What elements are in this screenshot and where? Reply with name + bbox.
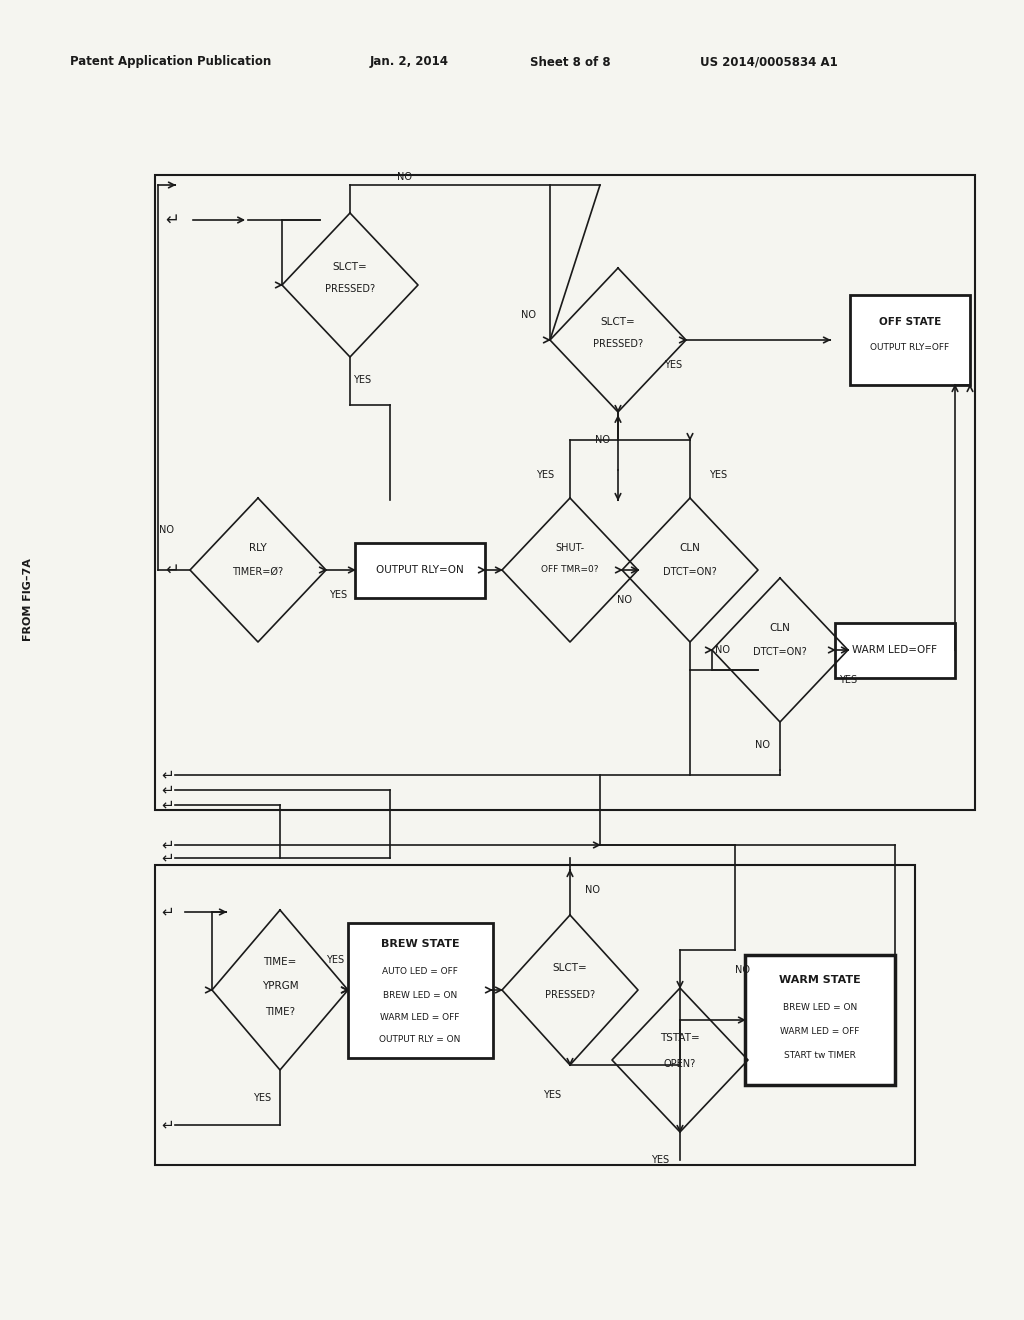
- Bar: [347, 923, 493, 1057]
- Text: TIME=: TIME=: [263, 957, 297, 968]
- Text: US 2014/0005834 A1: US 2014/0005834 A1: [700, 55, 838, 69]
- Text: OUTPUT RLY=ON: OUTPUT RLY=ON: [376, 565, 464, 576]
- Text: ↵: ↵: [165, 211, 179, 228]
- Polygon shape: [502, 498, 638, 642]
- Text: OPEN?: OPEN?: [664, 1059, 696, 1069]
- Text: SLCT=: SLCT=: [333, 261, 368, 272]
- Text: ↵: ↵: [162, 767, 174, 783]
- Text: ↵: ↵: [165, 561, 179, 579]
- Text: YES: YES: [664, 360, 682, 370]
- Text: CLN: CLN: [770, 623, 791, 634]
- Text: NO: NO: [734, 965, 750, 975]
- Polygon shape: [712, 578, 848, 722]
- Text: YES: YES: [651, 1155, 669, 1166]
- Text: YES: YES: [709, 470, 727, 480]
- Text: YES: YES: [253, 1093, 271, 1104]
- Text: CLN: CLN: [680, 543, 700, 553]
- Bar: [355, 543, 485, 598]
- Text: SLCT=: SLCT=: [553, 964, 588, 973]
- Text: PRESSED?: PRESSED?: [545, 990, 595, 1001]
- Text: BREW LED = ON: BREW LED = ON: [783, 1003, 857, 1012]
- Text: ↵: ↵: [162, 1118, 174, 1133]
- Text: ↵: ↵: [162, 904, 174, 920]
- Text: YES: YES: [326, 954, 344, 965]
- Text: FROM FIG–7A: FROM FIG–7A: [23, 558, 33, 642]
- Text: OUTPUT RLY=OFF: OUTPUT RLY=OFF: [870, 343, 949, 352]
- Text: YES: YES: [839, 675, 857, 685]
- Text: SHUT-: SHUT-: [555, 543, 585, 553]
- Text: NO: NO: [397, 172, 413, 182]
- Polygon shape: [612, 987, 748, 1133]
- Text: OUTPUT RLY = ON: OUTPUT RLY = ON: [379, 1035, 461, 1044]
- Text: FIG: FIG: [810, 246, 883, 284]
- Polygon shape: [502, 915, 638, 1065]
- Text: TIMER=Ø?: TIMER=Ø?: [232, 568, 284, 577]
- Text: PRESSED?: PRESSED?: [593, 339, 643, 348]
- Text: NO: NO: [617, 595, 633, 605]
- Text: WARM LED = OFF: WARM LED = OFF: [780, 1027, 860, 1036]
- Polygon shape: [550, 268, 686, 412]
- Polygon shape: [622, 498, 758, 642]
- Text: Jan. 2, 2014: Jan. 2, 2014: [370, 55, 449, 69]
- Text: ↵: ↵: [162, 797, 174, 813]
- Text: NO: NO: [585, 884, 599, 895]
- Text: DTCT=ON?: DTCT=ON?: [753, 647, 807, 657]
- Text: NO: NO: [596, 436, 610, 445]
- Bar: [155, 865, 915, 1166]
- Text: WARM LED = OFF: WARM LED = OFF: [380, 1012, 460, 1022]
- Text: NO: NO: [159, 525, 173, 535]
- Text: START tw TIMER: START tw TIMER: [784, 1052, 856, 1060]
- Text: DTCT=ON?: DTCT=ON?: [664, 568, 717, 577]
- Bar: [835, 623, 955, 677]
- Text: YES: YES: [329, 590, 347, 601]
- Text: NO: NO: [715, 645, 729, 655]
- Text: ↵: ↵: [162, 837, 174, 853]
- Bar: [850, 294, 970, 385]
- Text: NO: NO: [520, 310, 536, 319]
- Text: YES: YES: [536, 470, 554, 480]
- Text: SLCT=: SLCT=: [601, 317, 635, 327]
- Text: AUTO LED = OFF: AUTO LED = OFF: [382, 968, 458, 977]
- Polygon shape: [282, 213, 418, 356]
- Text: TIME?: TIME?: [265, 1007, 295, 1016]
- Bar: [155, 176, 975, 810]
- Text: ↵: ↵: [162, 850, 174, 866]
- Text: BREW STATE: BREW STATE: [381, 939, 460, 949]
- Text: WARM LED=OFF: WARM LED=OFF: [853, 645, 938, 655]
- Text: Patent Application Publication: Patent Application Publication: [70, 55, 271, 69]
- Bar: [745, 954, 895, 1085]
- Text: NO: NO: [755, 741, 769, 750]
- Text: ↵: ↵: [162, 783, 174, 797]
- Text: YES: YES: [543, 1090, 561, 1100]
- Text: PRESSED?: PRESSED?: [325, 284, 375, 294]
- Text: WARM STATE: WARM STATE: [779, 975, 861, 985]
- Text: RLY: RLY: [249, 543, 267, 553]
- Text: YPRGM: YPRGM: [262, 981, 298, 991]
- Polygon shape: [190, 498, 326, 642]
- Polygon shape: [212, 909, 348, 1071]
- Text: Sheet 8 of 8: Sheet 8 of 8: [530, 55, 610, 69]
- Text: –7B: –7B: [900, 246, 976, 284]
- Text: BREW LED = ON: BREW LED = ON: [383, 990, 457, 999]
- Text: OFF TMR=0?: OFF TMR=0?: [542, 565, 599, 574]
- Text: YES: YES: [353, 375, 371, 385]
- Text: OFF STATE: OFF STATE: [879, 317, 941, 327]
- Text: TSTAT=: TSTAT=: [660, 1034, 699, 1043]
